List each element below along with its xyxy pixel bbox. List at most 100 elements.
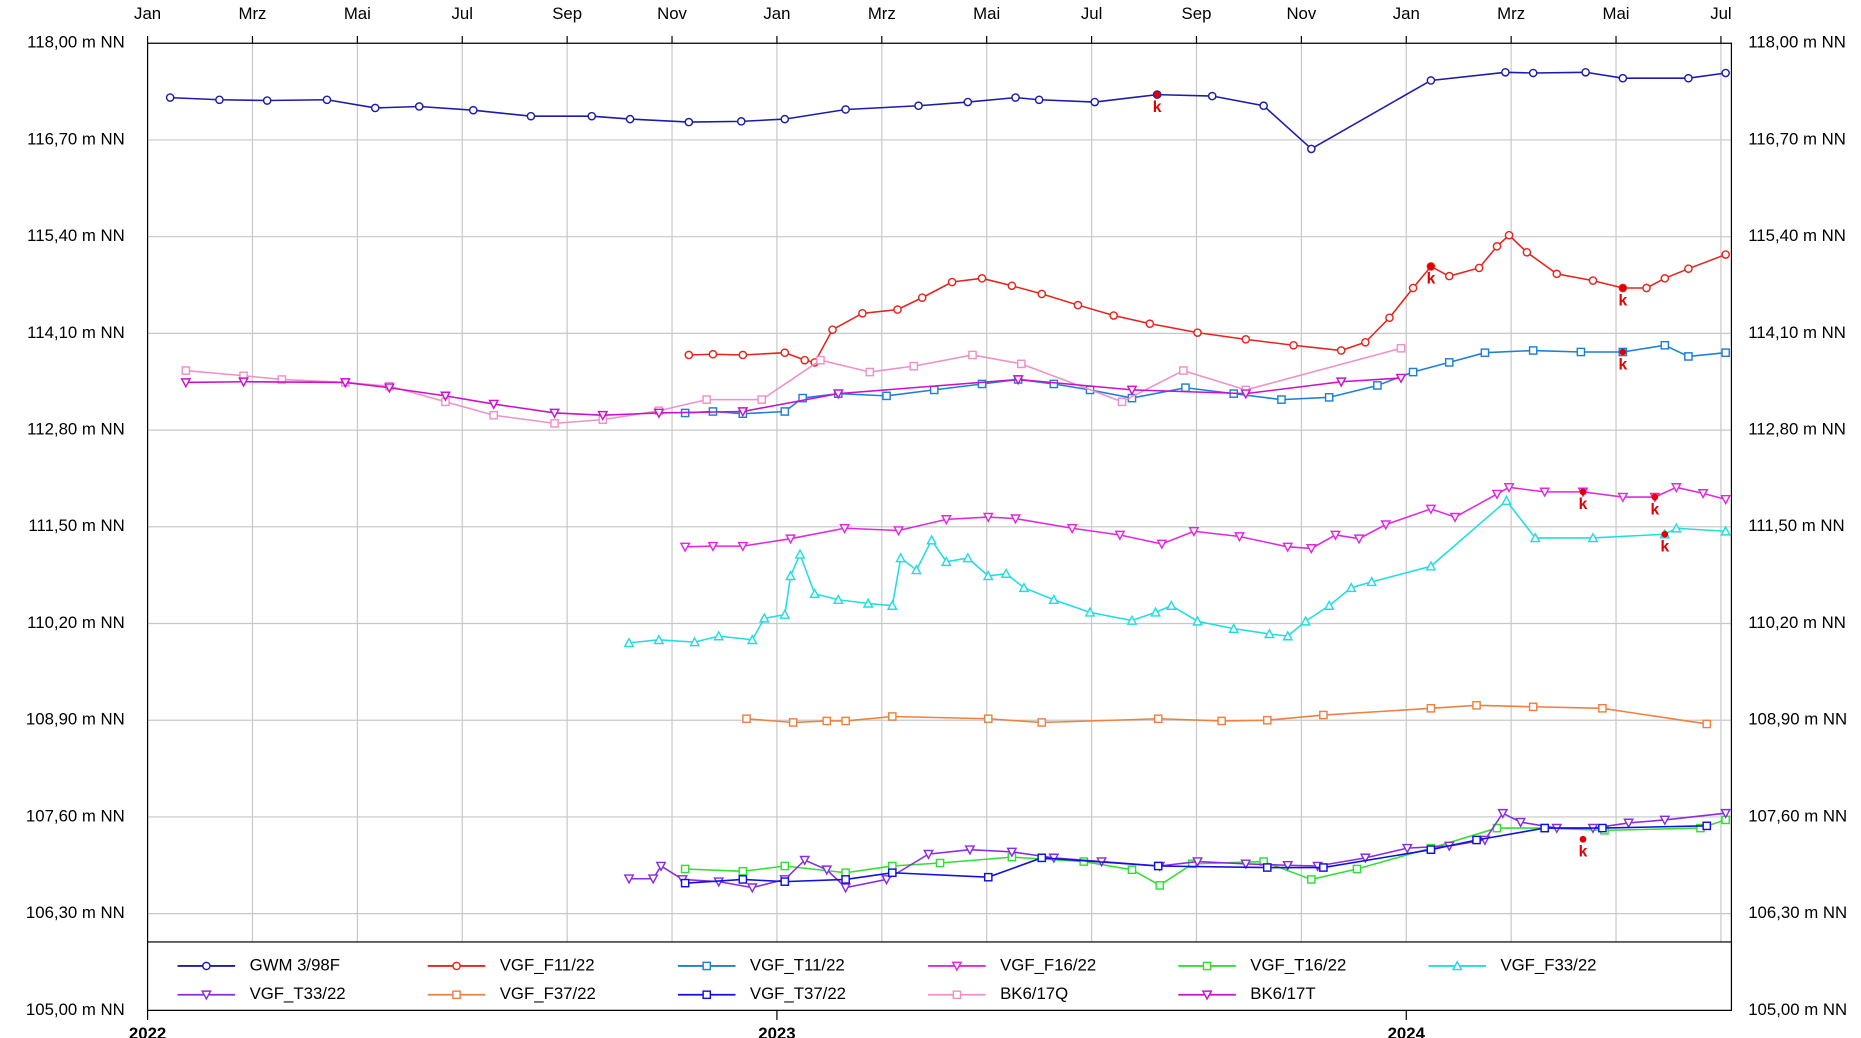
legend-items: GWM 3/98F VGF_F11/22 VGF_T11/22 VGF_F16/22 V… bbox=[177, 955, 1597, 1003]
point bbox=[262, 96, 272, 105]
point bbox=[1282, 860, 1294, 872]
point bbox=[1540, 823, 1550, 833]
y-tick-label: 111,50 m NN bbox=[28, 516, 124, 535]
x-tick-label: Jul bbox=[1081, 4, 1102, 23]
annotation-point bbox=[1619, 284, 1627, 292]
annotation-point bbox=[1579, 835, 1587, 843]
point bbox=[653, 634, 665, 645]
point bbox=[1345, 582, 1357, 593]
point bbox=[1048, 593, 1060, 605]
x-tick-label: Nov bbox=[1286, 4, 1316, 23]
point bbox=[1385, 313, 1394, 323]
point bbox=[1702, 821, 1712, 831]
point bbox=[452, 961, 461, 971]
point bbox=[1127, 865, 1137, 875]
point bbox=[1228, 622, 1240, 634]
point bbox=[914, 101, 923, 111]
point bbox=[738, 350, 748, 360]
point bbox=[689, 636, 700, 647]
point bbox=[277, 375, 287, 384]
point bbox=[1720, 808, 1732, 819]
x-tick-label: Jan bbox=[1393, 4, 1420, 23]
y-tick-label: 105,00 m NN bbox=[26, 1000, 125, 1019]
point bbox=[1426, 703, 1436, 713]
annotation-label: k bbox=[1619, 292, 1628, 309]
point bbox=[1324, 393, 1334, 402]
point bbox=[1188, 526, 1200, 537]
y2-tick-label: 116,70 m NN bbox=[1748, 129, 1846, 148]
point bbox=[1408, 367, 1418, 377]
point bbox=[917, 293, 927, 302]
point bbox=[828, 325, 837, 334]
point bbox=[1552, 269, 1562, 279]
annotation-label: k bbox=[1651, 501, 1660, 518]
point bbox=[1497, 808, 1509, 819]
point bbox=[841, 875, 850, 884]
legend bbox=[146, 941, 1733, 1011]
y-tick-label: 112,80 m NN bbox=[27, 420, 125, 439]
point bbox=[1145, 319, 1155, 329]
point bbox=[785, 570, 796, 581]
point bbox=[679, 542, 691, 553]
point bbox=[702, 395, 711, 404]
point bbox=[1193, 328, 1202, 337]
point bbox=[1217, 716, 1226, 726]
y-tick-label: 108,90 m NN bbox=[26, 710, 125, 729]
point bbox=[1588, 276, 1598, 285]
point bbox=[1451, 960, 1463, 971]
x-tick-label: Mrz bbox=[1497, 4, 1525, 23]
point bbox=[1503, 483, 1515, 494]
point bbox=[1361, 337, 1370, 347]
point bbox=[1234, 532, 1245, 543]
point bbox=[935, 858, 945, 868]
point bbox=[1207, 91, 1217, 101]
point bbox=[862, 597, 874, 608]
point bbox=[708, 349, 718, 359]
point bbox=[647, 874, 659, 885]
point bbox=[1396, 343, 1406, 353]
point bbox=[1444, 271, 1454, 281]
point bbox=[886, 599, 898, 610]
legend-label: VGF_F16/22 bbox=[1000, 955, 1096, 974]
point bbox=[713, 630, 725, 641]
point bbox=[1408, 283, 1418, 293]
point bbox=[1126, 614, 1138, 625]
y2-tick-label: 107,60 m NN bbox=[1748, 806, 1847, 825]
point bbox=[468, 105, 478, 115]
point bbox=[1084, 606, 1096, 617]
point bbox=[1587, 532, 1599, 543]
y2-tick-label: 105,00 m NN bbox=[1748, 1000, 1847, 1019]
point bbox=[1307, 144, 1316, 154]
point bbox=[1016, 359, 1026, 369]
point bbox=[758, 612, 770, 623]
point bbox=[1660, 274, 1670, 283]
point bbox=[964, 845, 976, 856]
point bbox=[785, 534, 796, 545]
point bbox=[1491, 489, 1503, 500]
point bbox=[1319, 863, 1328, 872]
point bbox=[1126, 385, 1138, 396]
point bbox=[1153, 861, 1163, 871]
point bbox=[1006, 847, 1018, 858]
point bbox=[1240, 859, 1252, 870]
point bbox=[982, 512, 994, 523]
point bbox=[809, 588, 821, 599]
point bbox=[1444, 358, 1454, 367]
point bbox=[1262, 863, 1272, 872]
point bbox=[1359, 853, 1371, 864]
point bbox=[929, 385, 939, 395]
point bbox=[180, 378, 192, 389]
point bbox=[1528, 346, 1538, 355]
point bbox=[1192, 615, 1203, 626]
point bbox=[597, 410, 609, 421]
point bbox=[952, 990, 962, 1000]
point bbox=[779, 608, 791, 619]
point bbox=[881, 875, 892, 886]
point bbox=[1305, 544, 1317, 555]
point bbox=[165, 93, 175, 102]
year-tick-label: 2024 bbox=[1388, 1024, 1426, 1038]
point bbox=[1642, 283, 1651, 293]
legend-label: GWM 3/98F bbox=[250, 955, 340, 974]
point bbox=[977, 379, 987, 389]
